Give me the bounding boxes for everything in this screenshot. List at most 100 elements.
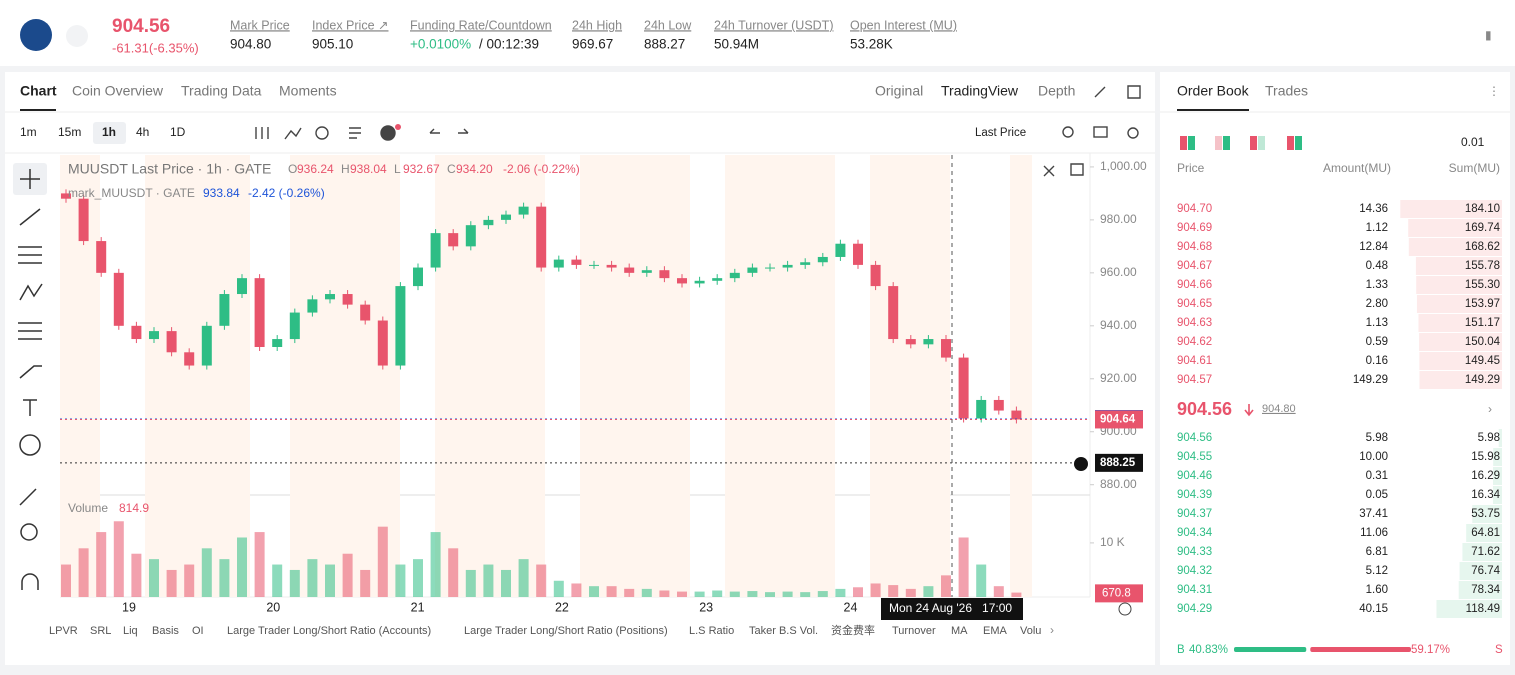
y-tick-label: 1,000.00 bbox=[1100, 159, 1147, 173]
down-arrow bbox=[1244, 404, 1254, 417]
time-tag-bg bbox=[881, 598, 1023, 620]
layout-icon[interactable] bbox=[1258, 136, 1265, 150]
ob-price: 904.70 bbox=[1177, 203, 1212, 215]
ob-tab[interactable]: Trades bbox=[1265, 83, 1308, 99]
volume-bar bbox=[923, 586, 934, 597]
layout-icon[interactable] bbox=[1188, 136, 1195, 150]
tab[interactable]: Moments bbox=[279, 83, 337, 99]
price-type[interactable]: Last Price bbox=[975, 127, 1026, 139]
ob-mid-mark: 904.80 bbox=[1262, 403, 1296, 415]
session-shade bbox=[1010, 155, 1032, 597]
indicator[interactable]: OI bbox=[192, 625, 204, 637]
ob-sum: 151.17 bbox=[1465, 317, 1500, 329]
view-tab[interactable]: Depth bbox=[1038, 83, 1075, 99]
ob-sum: 169.74 bbox=[1465, 222, 1501, 234]
interval[interactable]: 4h bbox=[136, 125, 149, 139]
indicator[interactable]: Turnover bbox=[892, 625, 936, 637]
interval[interactable]: 1D bbox=[170, 125, 186, 139]
x-tick-label: 20 bbox=[266, 600, 280, 614]
view-tab[interactable]: Original bbox=[875, 83, 923, 99]
volume-bar bbox=[536, 564, 547, 597]
view-tab[interactable]: TradingView bbox=[941, 83, 1019, 99]
ob-sum: 76.74 bbox=[1471, 565, 1500, 577]
time-tag: Mon 24 Aug '26 17:00 bbox=[889, 601, 1012, 615]
interval[interactable]: 1h bbox=[102, 125, 116, 139]
ob-price: 904.46 bbox=[1177, 470, 1212, 482]
ob-amount: 5.12 bbox=[1366, 565, 1388, 577]
favorite[interactable] bbox=[66, 25, 88, 47]
drawing-tools[interactable] bbox=[13, 163, 47, 590]
ob-amount: 10.00 bbox=[1359, 451, 1388, 463]
volume-bar bbox=[729, 591, 740, 597]
candle-body bbox=[1011, 410, 1022, 420]
volume-bar bbox=[201, 548, 212, 597]
tab[interactable]: Trading Data bbox=[181, 83, 262, 99]
indicator[interactable]: Taker B.S Vol. bbox=[749, 625, 818, 637]
last-price: 904.56 bbox=[112, 16, 170, 37]
ob-amount: 12.84 bbox=[1359, 241, 1388, 253]
ob-col: Sum(MU) bbox=[1449, 161, 1500, 175]
interval[interactable]: 15m bbox=[58, 125, 81, 139]
session-shade bbox=[145, 155, 250, 597]
ob-amount: 1.12 bbox=[1366, 222, 1388, 234]
layout-icon[interactable] bbox=[1215, 136, 1222, 150]
depth-bar bbox=[1415, 257, 1502, 275]
volume-bar bbox=[941, 575, 951, 597]
more-icon[interactable]: ⋮ bbox=[1488, 84, 1500, 98]
volume-bar bbox=[747, 591, 758, 597]
ob-price: 904.37 bbox=[1177, 508, 1212, 520]
ob-tab[interactable]: Order Book bbox=[1177, 83, 1250, 99]
indicator[interactable]: SRL bbox=[90, 625, 111, 637]
layout-icon[interactable] bbox=[1287, 136, 1294, 150]
indicator[interactable]: MA bbox=[951, 625, 968, 637]
indicator[interactable]: EMA bbox=[983, 625, 1008, 637]
candle-body bbox=[219, 294, 230, 326]
layout-icon[interactable] bbox=[1223, 136, 1230, 150]
indicator[interactable]: LPVR bbox=[49, 625, 78, 637]
interval[interactable]: 1m bbox=[20, 125, 37, 139]
volume-bar bbox=[430, 532, 441, 597]
settings-icon[interactable] bbox=[1118, 602, 1132, 616]
layout-icon[interactable] bbox=[1180, 136, 1187, 150]
candle-body bbox=[413, 267, 423, 287]
indicator[interactable]: Basis bbox=[152, 625, 179, 637]
volume-tag-bg bbox=[1095, 584, 1143, 603]
indicator[interactable]: Large Trader Long/Short Ratio (Positions… bbox=[464, 625, 668, 637]
indicator[interactable]: L.S Ratio bbox=[689, 625, 734, 637]
layout-icon[interactable] bbox=[1295, 136, 1302, 150]
indicator[interactable]: Volu bbox=[1020, 625, 1041, 637]
depth-bar bbox=[1459, 562, 1502, 580]
volume-bar bbox=[342, 553, 353, 597]
depth-bar bbox=[1472, 505, 1502, 523]
stat-value: +0.0100% bbox=[410, 37, 471, 52]
arrow-icon[interactable]: › bbox=[1488, 402, 1492, 416]
badge bbox=[395, 124, 401, 130]
ob-sum: 16.34 bbox=[1471, 489, 1500, 501]
mark-legend: mark_MUUSDT · GATE bbox=[68, 186, 195, 200]
indicator[interactable]: Large Trader Long/Short Ratio (Accounts) bbox=[227, 625, 431, 637]
ob-amount: 0.48 bbox=[1366, 260, 1388, 272]
scroll-right[interactable]: › bbox=[1050, 623, 1054, 637]
candle-body bbox=[993, 399, 1004, 411]
ob-amount: 149.29 bbox=[1353, 374, 1388, 386]
ob-step[interactable]: 0.01 bbox=[1461, 135, 1485, 149]
layout-icon[interactable] bbox=[1250, 136, 1257, 150]
ob-amount: 40.15 bbox=[1359, 603, 1388, 615]
ob-sum: 149.29 bbox=[1465, 374, 1500, 386]
indicator[interactable]: Liq bbox=[123, 625, 138, 637]
tab[interactable]: Chart bbox=[20, 83, 57, 99]
indicator[interactable]: 资金费率 bbox=[831, 623, 875, 637]
depth-bar bbox=[1458, 581, 1502, 599]
candle-body bbox=[254, 278, 265, 347]
session-shade bbox=[870, 155, 950, 597]
tab[interactable]: Coin Overview bbox=[72, 83, 164, 99]
candle-body bbox=[483, 219, 494, 226]
stat-value: 904.80 bbox=[230, 37, 271, 52]
menu-icon[interactable]: ▮ bbox=[1485, 28, 1492, 42]
ob-price: 904.61 bbox=[1177, 355, 1212, 367]
y-tick-label: 940.00 bbox=[1100, 318, 1137, 332]
volume-bar bbox=[518, 559, 529, 597]
candle-body bbox=[624, 267, 635, 273]
ob-price: 904.57 bbox=[1177, 374, 1212, 386]
stat-value: 50.94M bbox=[714, 37, 759, 52]
